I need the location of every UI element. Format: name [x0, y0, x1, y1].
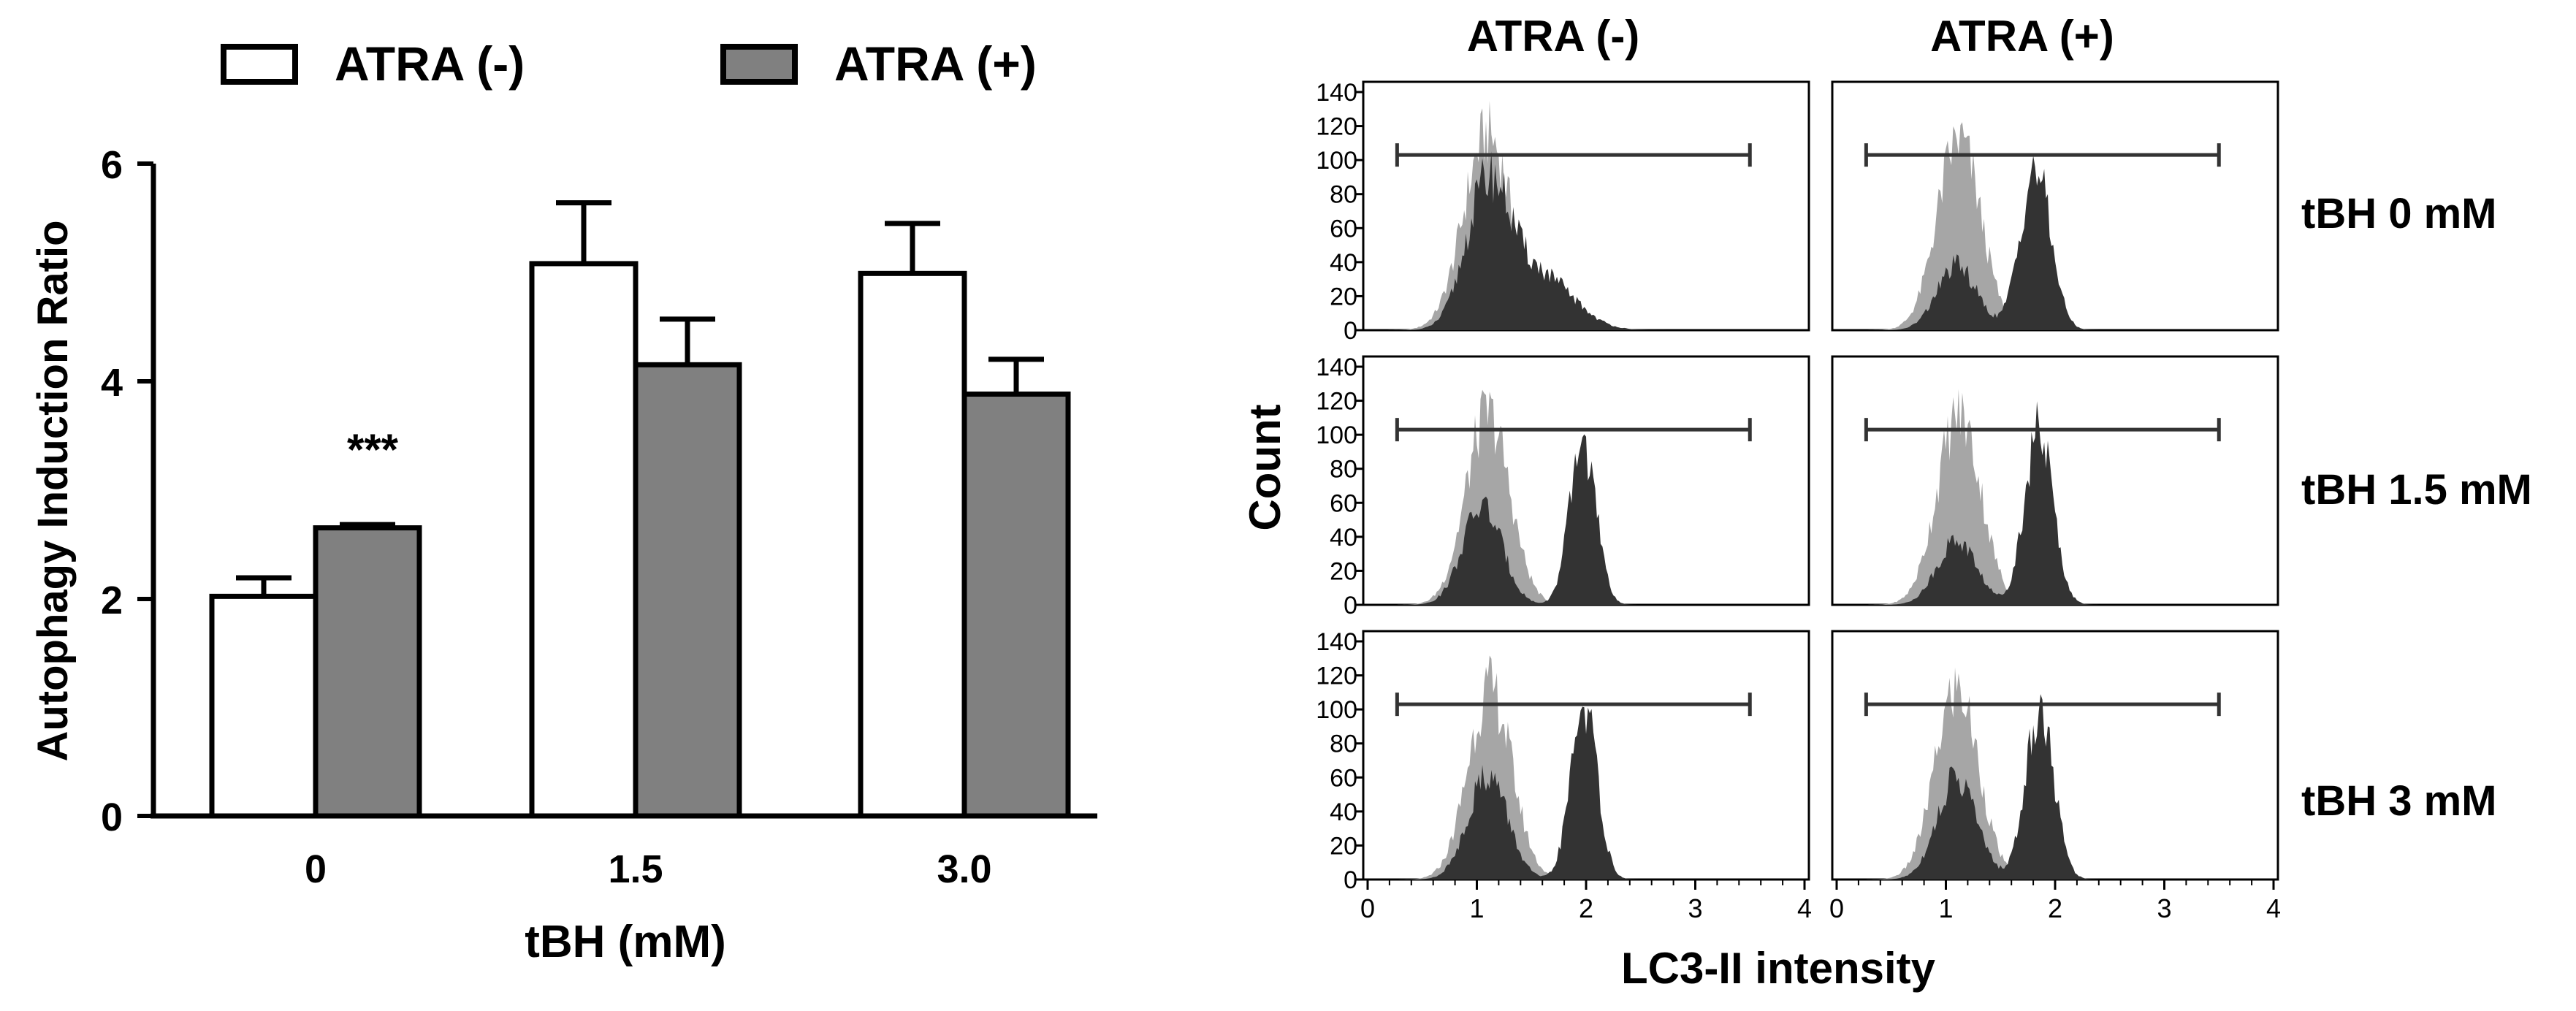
hist-y-tick-label: 120 [1316, 663, 1357, 690]
y-tick-label: 4 [101, 361, 123, 405]
hist-y-tick-label: 20 [1330, 283, 1357, 310]
histogram-x-axis-label: LC3-II intensity [1621, 944, 1936, 993]
sample-histogram [1837, 401, 2274, 605]
bar-chart: ATRA (-) ATRA (+) Autophagy Induction Ra… [29, 37, 1097, 967]
bar [209, 593, 319, 819]
bar [313, 525, 422, 819]
legend-label-atra-minus: ATRA (-) [335, 37, 525, 91]
hist-x-tick-label: 2 [2048, 893, 2062, 923]
column-title-atra-minus: ATRA (-) [1467, 12, 1640, 61]
hist-y-tick-label: 40 [1330, 249, 1357, 277]
x-tick-label-2: 3.0 [937, 847, 991, 891]
histogram-grid: ATRA (-) ATRA (+) tBH 0 mM tBH 1.5 mM tB… [1241, 12, 2532, 993]
significance-annotation: *** [347, 425, 399, 474]
legend-swatch-atra-plus [720, 44, 798, 85]
hist-x-tick-label: 1 [1469, 893, 1484, 923]
hist-x-tick-label: 0 [1829, 893, 1844, 923]
hist-y-tick-label: 0 [1344, 317, 1357, 345]
bar-y-axis-label: Autophagy Induction Ratio [29, 220, 77, 761]
hist-y-tick-label: 100 [1316, 421, 1357, 449]
hist-y-tick-label: 20 [1330, 557, 1357, 585]
bar [633, 362, 742, 819]
bar [858, 270, 967, 819]
hist-x-tick-label: 4 [1797, 893, 1812, 923]
hist-y-tick-label: 40 [1330, 798, 1357, 826]
legend-swatch-atra-minus [221, 44, 298, 85]
histogram-y-axis-label: Count [1241, 404, 1289, 530]
sample-histogram [1368, 151, 1805, 330]
hist-y-tick-label: 140 [1316, 354, 1357, 381]
hist-y-tick-label: 120 [1316, 388, 1357, 416]
histogram-panels: 0204060801001201400204060801001201400204… [1316, 79, 2281, 923]
row-label-tbh-0: tBH 0 mM [2301, 190, 2496, 237]
legend: ATRA (-) ATRA (+) [221, 37, 1037, 91]
hist-x-tick-label: 0 [1360, 893, 1375, 923]
hist-y-tick-label: 80 [1330, 730, 1357, 758]
sample-histogram [1368, 434, 1805, 605]
hist-y-tick-label: 0 [1344, 592, 1357, 619]
hist-y-tick-label: 60 [1330, 215, 1357, 243]
hist-y-tick-label: 0 [1344, 866, 1357, 894]
x-tick-label-0: 0 [305, 847, 327, 891]
hist-y-tick-label: 20 [1330, 832, 1357, 860]
hist-y-tick-label: 140 [1316, 628, 1357, 656]
column-title-atra-plus: ATRA (+) [1930, 12, 2114, 61]
hist-y-tick-label: 80 [1330, 181, 1357, 209]
hist-y-tick-label: 80 [1330, 456, 1357, 484]
hist-x-tick-label: 2 [1579, 893, 1593, 923]
hist-x-tick-label: 1 [1938, 893, 1953, 923]
hist-y-tick-label: 100 [1316, 147, 1357, 175]
bar [529, 261, 639, 819]
hist-y-tick-label: 140 [1316, 79, 1357, 107]
bar-x-axis-label: tBH (mM) [525, 917, 726, 967]
sample-histogram [1837, 694, 2274, 880]
row-label-tbh-3: tBH 3 mM [2301, 777, 2496, 825]
hist-y-tick-label: 60 [1330, 764, 1357, 792]
hist-x-tick-label: 3 [1688, 893, 1702, 923]
y-tick-label: 6 [101, 143, 123, 187]
bar-y-ticks: 0 2 4 6 [101, 143, 153, 839]
y-tick-label: 0 [101, 796, 123, 839]
hist-x-tick-label: 3 [2157, 893, 2171, 923]
histogram-panel-frame [1362, 80, 1810, 332]
bars [209, 200, 1071, 819]
hist-y-tick-label: 120 [1316, 113, 1357, 141]
y-tick-label: 2 [101, 579, 123, 622]
hist-y-tick-label: 100 [1316, 696, 1357, 724]
hist-y-tick-label: 60 [1330, 489, 1357, 517]
hist-x-tick-label: 4 [2266, 893, 2281, 923]
row-label-tbh-1-5: tBH 1.5 mM [2301, 466, 2532, 514]
bar [961, 392, 1071, 819]
sample-histogram [1837, 156, 2274, 330]
legend-label-atra-plus: ATRA (+) [834, 37, 1037, 91]
sample-histogram [1368, 706, 1805, 880]
hist-y-tick-label: 40 [1330, 524, 1357, 552]
control-histogram [1837, 389, 2274, 605]
x-tick-label-1: 1.5 [608, 847, 663, 891]
